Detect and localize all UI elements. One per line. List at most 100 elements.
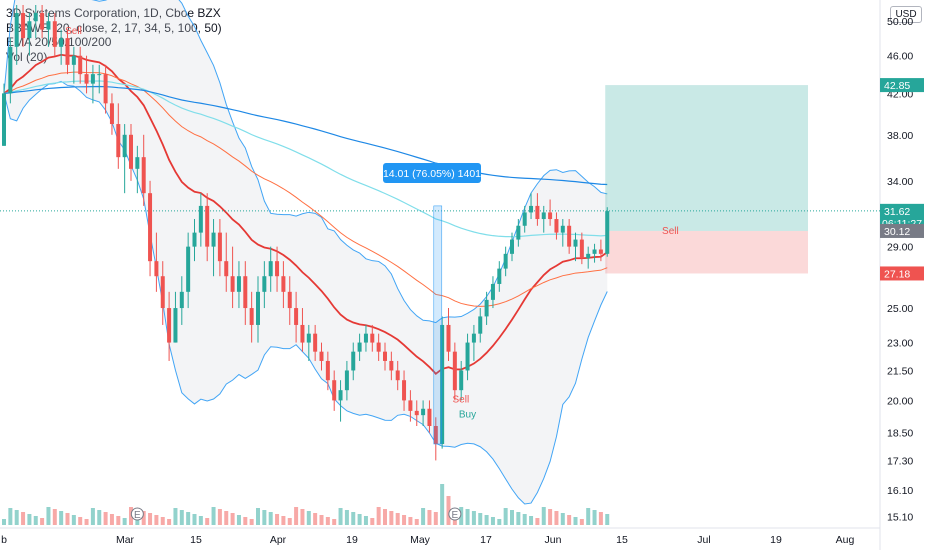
price-tag	[880, 223, 924, 238]
signal-label: Sell	[65, 26, 82, 37]
y-tick-label: 18.50	[887, 428, 913, 440]
volume-bar	[338, 508, 343, 525]
x-tick-label: Apr	[270, 534, 287, 546]
volume-bar	[605, 514, 610, 525]
candle-body	[541, 212, 546, 220]
earnings-marker-label: E	[134, 510, 141, 521]
volume-bar	[376, 507, 381, 525]
volume-bar	[141, 511, 146, 525]
candle-body	[433, 426, 438, 444]
candle-body	[605, 211, 610, 254]
candle-body	[376, 342, 381, 352]
price-tag-label: 27.18	[884, 268, 910, 280]
candle-body	[363, 333, 368, 343]
candle-body	[21, 13, 26, 39]
legend-line-bb: BBAWE (20, close, 2, 17, 34, 5, 100, 50)	[6, 20, 222, 35]
volume-bar	[192, 514, 197, 525]
candle-body	[275, 261, 280, 277]
candle-body	[357, 342, 362, 352]
volume-bar	[510, 510, 514, 525]
volume-bar	[529, 516, 534, 525]
volume-bar	[40, 518, 45, 525]
volume-bar	[421, 508, 426, 525]
volume-bar	[332, 519, 337, 525]
candle-body	[224, 261, 229, 277]
candle-body	[198, 205, 203, 233]
candle-body	[14, 13, 19, 47]
candle-body	[319, 351, 324, 361]
volume-bar	[294, 507, 299, 525]
candle-body	[167, 308, 172, 343]
candle-body	[389, 360, 394, 371]
x-tick-label: 19	[346, 534, 358, 546]
y-tick-label: 15.10	[887, 512, 913, 524]
volume-bar	[2, 519, 6, 525]
volume-bar	[224, 511, 229, 525]
volume-bar	[389, 511, 394, 525]
price-tag	[880, 266, 924, 281]
candle-body	[313, 333, 318, 352]
candle-body	[535, 205, 540, 220]
candle-body	[306, 333, 311, 343]
x-tick-label: 19	[770, 534, 782, 546]
candle-body	[129, 134, 133, 169]
volume-bar	[211, 507, 216, 525]
candle-body	[2, 93, 6, 146]
candle-body	[90, 74, 95, 84]
volume-bar	[21, 512, 26, 525]
volume-bar	[14, 510, 19, 525]
candle-body	[395, 370, 400, 381]
volume-bar	[313, 513, 318, 525]
volume-bar	[300, 509, 305, 525]
volume-bar	[84, 519, 89, 525]
candle-body	[516, 225, 521, 240]
volume-bar	[440, 484, 445, 525]
candle-body	[325, 360, 330, 381]
candle-body	[294, 308, 299, 325]
candle-body	[173, 308, 178, 343]
ema-50-line	[3, 71, 608, 307]
candle-body	[40, 13, 45, 30]
volume-bar	[287, 518, 292, 525]
candle-body	[46, 21, 51, 30]
volume-bar	[256, 508, 260, 525]
volume-bar	[465, 509, 470, 525]
candle-body	[71, 55, 76, 65]
currency-button[interactable]: USD	[890, 6, 922, 23]
candle-body	[560, 225, 565, 233]
volume-bar	[129, 507, 133, 525]
measure-label: 14.01 (76.05%) 1401	[383, 168, 481, 180]
volume-bar	[452, 518, 457, 525]
ema-20-line	[3, 53, 608, 376]
y-tick-label: 20.00	[887, 395, 913, 407]
signal-label: Buy	[459, 409, 476, 420]
candle-body	[554, 219, 559, 233]
candle-body	[287, 291, 292, 309]
candle-body	[281, 276, 286, 292]
candle-body	[414, 410, 419, 416]
volume-bar	[471, 511, 476, 525]
ema-200-line	[3, 85, 608, 186]
candle-body	[160, 276, 165, 309]
candle-body	[122, 134, 127, 158]
volume-bar	[109, 514, 114, 525]
stop-zone	[605, 230, 808, 274]
volume-bar	[186, 512, 191, 525]
volume-bar	[65, 513, 70, 525]
volume-bar	[179, 510, 184, 525]
volume-bar	[427, 510, 432, 525]
volume-bar	[351, 512, 356, 525]
volume-bar	[535, 518, 540, 525]
volume-bar	[395, 513, 400, 525]
volume-bar	[567, 515, 572, 525]
volume-bar	[516, 512, 521, 525]
y-tick-label: 21.50	[887, 365, 913, 377]
y-tick-label: 16.10	[887, 485, 913, 497]
candle-body	[186, 246, 191, 292]
candle-body	[351, 351, 356, 371]
candle-body	[579, 239, 584, 259]
volume-bar	[446, 496, 451, 525]
volume-bar	[490, 517, 495, 525]
volume-bar	[484, 515, 489, 525]
